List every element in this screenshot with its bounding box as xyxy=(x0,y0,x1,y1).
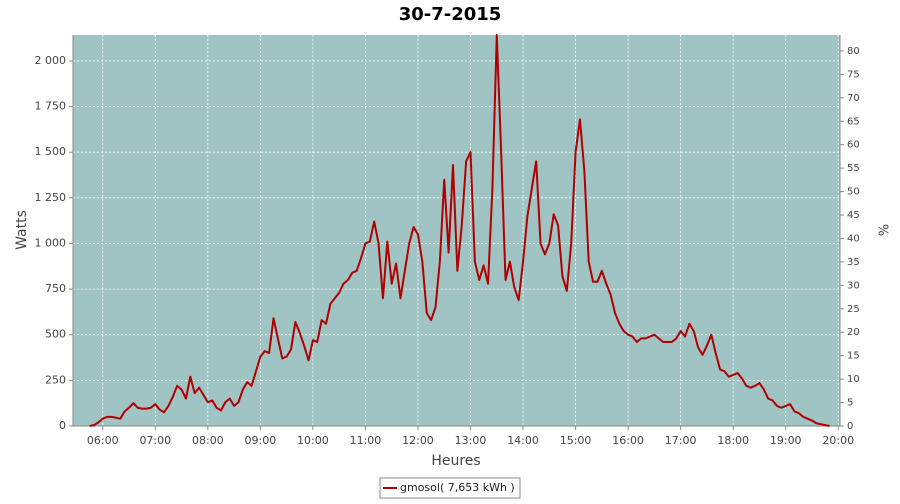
x-tick-label: 15:00 xyxy=(560,434,592,447)
y2-tick-label: 75 xyxy=(847,69,860,80)
y2-tick-label: 15 xyxy=(847,351,860,362)
x-tick-label: 07:00 xyxy=(139,434,171,447)
x-tick-label: 19:00 xyxy=(770,434,802,447)
y2-tick-label: 60 xyxy=(847,140,860,151)
y-tick-label: 1 250 xyxy=(35,191,67,204)
y-axis-label: Watts xyxy=(14,210,30,250)
y2-tick-label: 20 xyxy=(847,327,860,338)
x-tick-label: 12:00 xyxy=(402,434,434,447)
x-tick-label: 06:00 xyxy=(87,434,119,447)
y2-tick-label: 30 xyxy=(847,280,860,291)
y2-tick-label: 80 xyxy=(847,46,860,57)
x-tick-label: 20:00 xyxy=(822,434,854,447)
y-tick-label: 2 000 xyxy=(35,54,67,67)
y-tick-label: 250 xyxy=(45,373,66,386)
x-tick-label: 16:00 xyxy=(612,434,644,447)
y2-tick-label: 70 xyxy=(847,93,860,104)
y2-tick-label: 0 xyxy=(847,421,853,432)
x-tick-label: 09:00 xyxy=(245,434,277,447)
y2-tick-label: 50 xyxy=(847,187,860,198)
chart-title: 30-7-2015 xyxy=(399,4,502,25)
x-tick-label: 13:00 xyxy=(455,434,487,447)
x-tick-label: 17:00 xyxy=(665,434,697,447)
x-axis-label: Heures xyxy=(431,453,480,469)
y2-tick-label: 65 xyxy=(847,116,860,127)
y-tick-label: 500 xyxy=(45,328,66,341)
x-tick-label: 18:00 xyxy=(717,434,749,447)
series-line xyxy=(89,34,830,427)
x-tick-label: 11:00 xyxy=(350,434,382,447)
legend-box xyxy=(379,477,521,499)
y2-tick-label: 55 xyxy=(847,163,860,174)
y2-tick-label: 35 xyxy=(847,257,860,268)
y2-tick-label: 45 xyxy=(847,210,860,221)
y2-axis-label: % xyxy=(875,224,890,236)
y2-tick-label: 10 xyxy=(847,374,860,385)
x-tick-label: 08:00 xyxy=(192,434,224,447)
legend-label: gmosol( 7,653 kWh ) xyxy=(400,481,515,494)
y-tick-label: 750 xyxy=(45,282,66,295)
y-tick-label: 0 xyxy=(59,419,66,432)
y-tick-label: 1 000 xyxy=(35,236,67,249)
y-tick-label: 1 500 xyxy=(35,145,67,158)
y2-tick-label: 5 xyxy=(847,398,853,409)
y2-tick-label: 40 xyxy=(847,233,860,244)
x-tick-label: 14:00 xyxy=(507,434,539,447)
y-tick-label: 1 750 xyxy=(35,100,67,113)
x-tick-label: 10:00 xyxy=(297,434,329,447)
y2-tick-label: 25 xyxy=(847,304,860,315)
